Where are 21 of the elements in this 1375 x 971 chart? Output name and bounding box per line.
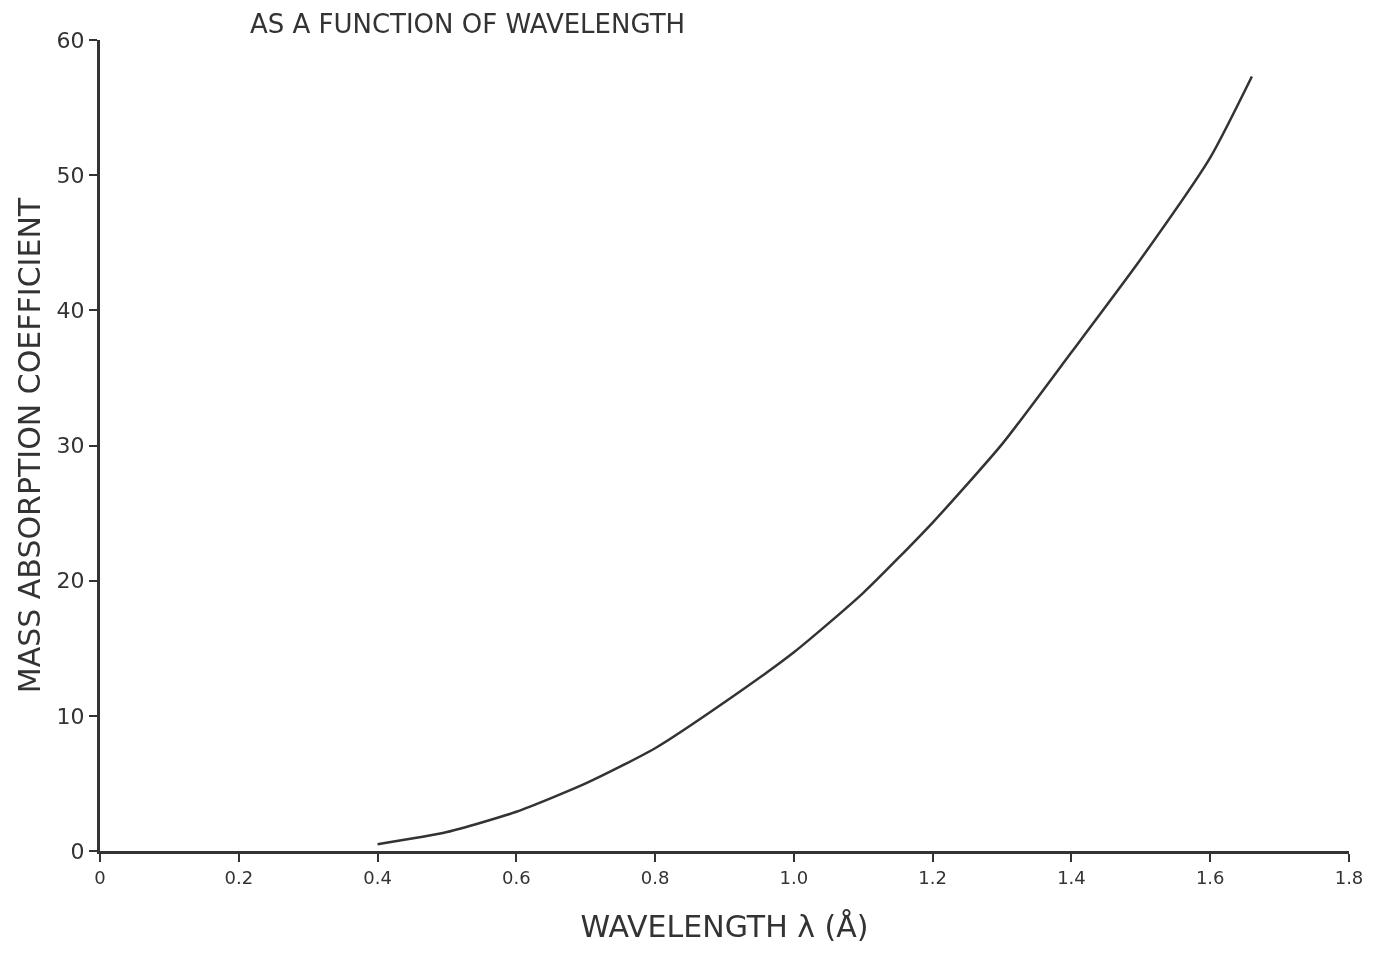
y-tick-label: 20 xyxy=(56,568,85,594)
y-tick-label: 40 xyxy=(56,298,85,324)
x-tick-label: 0.6 xyxy=(502,866,531,888)
x-tick-label: 1.2 xyxy=(918,866,947,888)
x-tick-label: 0.8 xyxy=(640,866,670,888)
chart-title: AS A FUNCTION OF WAVELENGTH xyxy=(249,8,686,39)
x-tick-label: 1.4 xyxy=(1057,866,1086,888)
y-tick-label: 0 xyxy=(70,838,85,864)
y-tick-label: 50 xyxy=(56,162,85,188)
x-tick-label: 0.4 xyxy=(363,866,392,888)
y-tick-label: 10 xyxy=(56,703,85,729)
x-tick-label: 0.2 xyxy=(224,866,254,888)
x-tick-label: 1.6 xyxy=(1195,866,1225,888)
y-tick-label: 60 xyxy=(56,27,85,53)
x-axis-title: WAVELENGTH λ (Å) xyxy=(580,909,869,945)
y-tick-label: 30 xyxy=(56,433,85,459)
x-tick-label: 1.8 xyxy=(1334,866,1364,888)
x-tick-label: 0 xyxy=(94,866,106,888)
line-series xyxy=(376,75,1254,846)
x-tick-label: 1.0 xyxy=(779,866,809,888)
y-axis-title: MASS ABSORPTION COEFFICIENT xyxy=(11,197,47,694)
